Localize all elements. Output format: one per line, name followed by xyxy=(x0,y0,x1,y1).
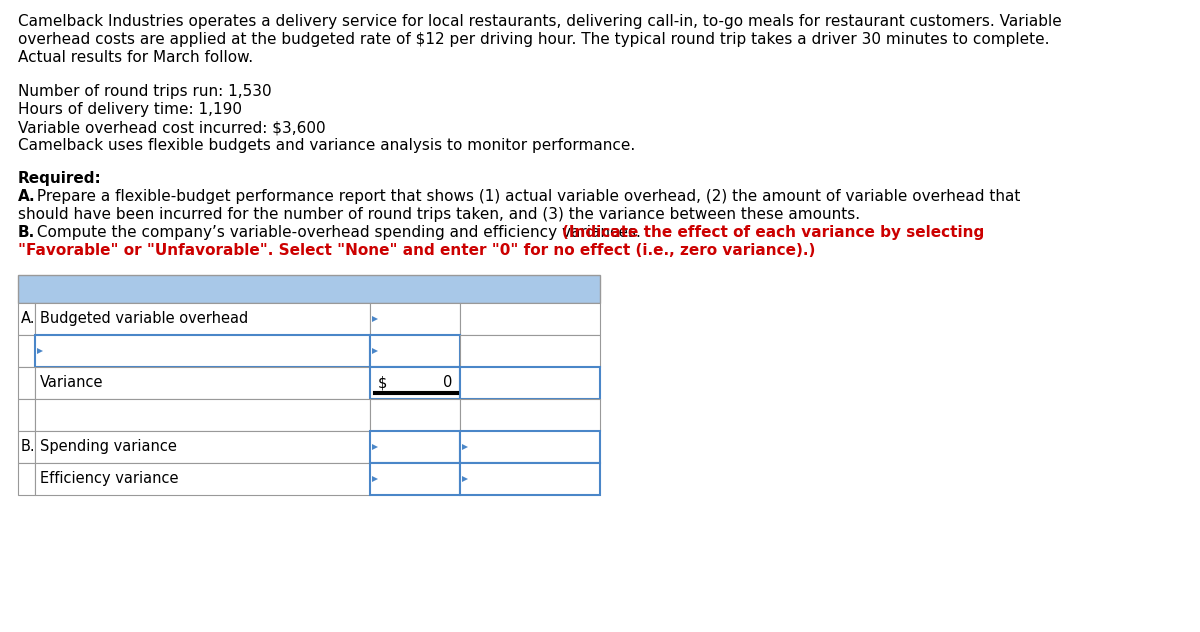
Text: Number of round trips run: 1,530: Number of round trips run: 1,530 xyxy=(18,84,271,99)
Bar xyxy=(18,430,35,463)
Bar xyxy=(18,274,600,303)
Text: Required:: Required: xyxy=(18,171,102,186)
Text: 0: 0 xyxy=(443,375,452,390)
Text: Camelback uses flexible budgets and variance analysis to monitor performance.: Camelback uses flexible budgets and vari… xyxy=(18,138,635,153)
Bar xyxy=(370,303,460,334)
Text: Variable overhead cost incurred: $3,600: Variable overhead cost incurred: $3,600 xyxy=(18,120,325,135)
Text: Spending variance: Spending variance xyxy=(40,439,176,454)
Bar xyxy=(370,399,460,430)
Text: Variance: Variance xyxy=(40,375,103,390)
Text: B.: B. xyxy=(22,439,36,454)
Bar xyxy=(460,303,600,334)
Bar xyxy=(35,303,370,334)
Bar xyxy=(460,367,600,399)
Text: Hours of delivery time: 1,190: Hours of delivery time: 1,190 xyxy=(18,102,242,117)
Text: Actual results for March follow.: Actual results for March follow. xyxy=(18,50,253,65)
Bar xyxy=(18,463,35,495)
Text: Budgeted variable overhead: Budgeted variable overhead xyxy=(40,311,248,326)
Bar xyxy=(18,367,35,399)
Text: Compute the company’s variable-overhead spending and efficiency variances.: Compute the company’s variable-overhead … xyxy=(32,224,646,240)
Bar xyxy=(35,399,370,430)
Text: should have been incurred for the number of round trips taken, and (3) the varia: should have been incurred for the number… xyxy=(18,207,860,222)
Text: A.: A. xyxy=(22,311,36,326)
Bar xyxy=(35,334,370,367)
Text: (Indicate the effect of each variance by selecting: (Indicate the effect of each variance by… xyxy=(562,224,984,240)
Bar xyxy=(460,399,600,430)
Text: Camelback Industries operates a delivery service for local restaurants, deliveri: Camelback Industries operates a delivery… xyxy=(18,14,1062,29)
Text: "Favorable" or "Unfavorable". Select "None" and enter "0" for no effect (i.e., z: "Favorable" or "Unfavorable". Select "No… xyxy=(18,243,815,258)
Text: B.: B. xyxy=(18,224,35,240)
Bar xyxy=(460,334,600,367)
Text: Prepare a flexible-budget performance report that shows (1) actual variable over: Prepare a flexible-budget performance re… xyxy=(32,188,1020,204)
Bar xyxy=(370,367,460,399)
Bar xyxy=(370,334,460,367)
Bar xyxy=(370,430,460,463)
Bar xyxy=(18,334,35,367)
Text: $: $ xyxy=(378,375,388,390)
Bar xyxy=(35,463,370,495)
Text: Efficiency variance: Efficiency variance xyxy=(40,471,179,486)
Bar xyxy=(18,303,35,334)
Bar xyxy=(18,399,35,430)
Bar xyxy=(370,463,460,495)
Text: A.: A. xyxy=(18,188,36,204)
Text: overhead costs are applied at the budgeted rate of $12 per driving hour. The typ: overhead costs are applied at the budget… xyxy=(18,32,1050,47)
Bar xyxy=(35,367,370,399)
Bar xyxy=(460,463,600,495)
Bar xyxy=(35,430,370,463)
Bar xyxy=(460,430,600,463)
